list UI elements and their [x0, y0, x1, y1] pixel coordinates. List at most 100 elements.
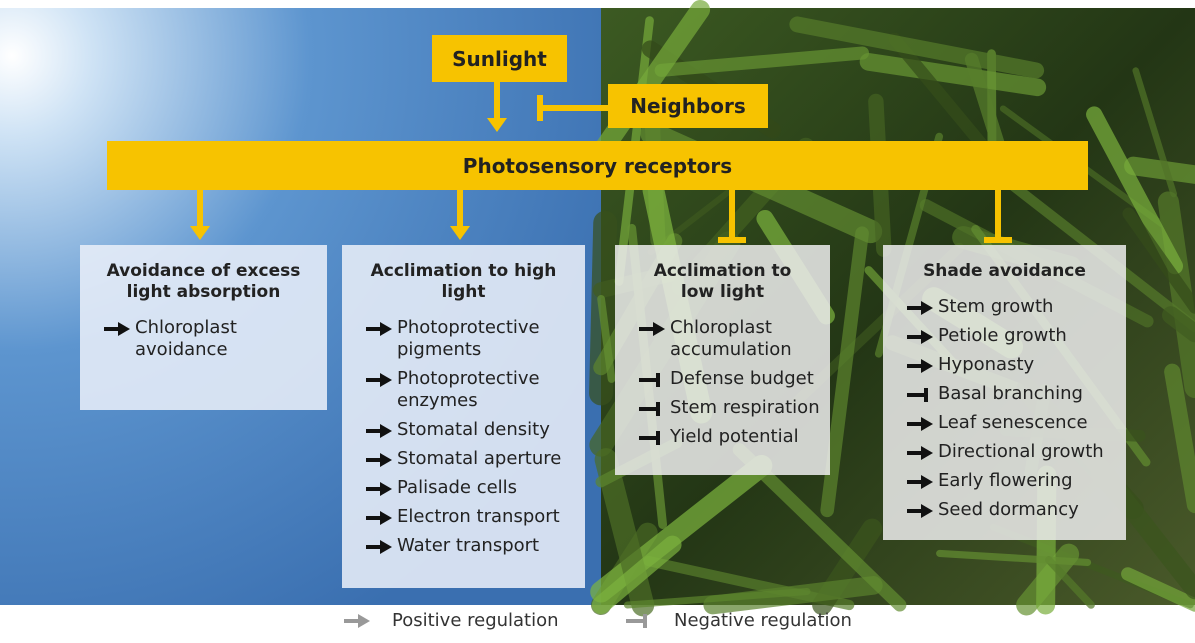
effect-item: Stomatal density	[364, 419, 575, 441]
regulation-icon	[626, 613, 647, 628]
arrow-head	[921, 504, 933, 518]
effect-item: Chloroplast accumulation	[637, 317, 820, 361]
leaf	[1086, 106, 1184, 275]
leaf	[591, 0, 711, 163]
arrow-head	[921, 446, 933, 460]
effect-item: Stem growth	[905, 296, 1116, 318]
arrow-head	[921, 301, 933, 315]
arrow-head	[921, 475, 933, 489]
leaf	[732, 443, 907, 612]
effect-item: Defense budget	[637, 368, 820, 390]
connectors	[190, 82, 1012, 243]
regulation-icon	[639, 402, 660, 416]
arrowhead	[450, 226, 470, 240]
regulation-icon	[366, 453, 392, 467]
effect-text: Defense budget	[670, 368, 814, 389]
category-box: Avoidance of excess light absorption Chlo…	[80, 245, 327, 410]
leaf	[1162, 306, 1195, 343]
arrow-head	[921, 330, 933, 344]
regulation-icon	[907, 446, 933, 460]
legend-entry: Negative regulation	[624, 610, 852, 631]
leaf	[1122, 207, 1195, 314]
effect-text: Photoprotective enzymes	[397, 368, 540, 411]
arrow-head	[358, 613, 370, 628]
box-title: Acclimation to high light	[370, 261, 557, 302]
effect-item: Water transport	[364, 535, 575, 557]
receptors: Photosensory receptors	[107, 141, 1088, 190]
effect-text: Basal branching	[938, 383, 1083, 404]
effect-text: Hyponasty	[938, 354, 1035, 375]
arrow-head	[380, 511, 392, 525]
leaf	[623, 588, 811, 609]
leaf	[820, 226, 869, 518]
category-box: Acclimation to low light Chloroplast accu…	[615, 245, 830, 475]
arrowhead	[487, 118, 507, 132]
leaf	[1132, 67, 1178, 198]
regulation-icon	[366, 373, 392, 387]
regulation-icon	[639, 373, 660, 387]
effect-item: Directional growth	[905, 441, 1116, 463]
regulation-icon	[366, 482, 392, 496]
effect-text: Petiole growth	[938, 325, 1067, 346]
arrow-head	[380, 540, 392, 554]
regulation-icon	[366, 540, 392, 554]
regulation-icon	[344, 613, 370, 628]
arrow-head	[921, 417, 933, 431]
regulation-icon	[366, 424, 392, 438]
effect-text: Stem growth	[938, 296, 1054, 317]
regulation-icon	[907, 475, 933, 489]
effect-text: Chloroplast avoidance	[135, 317, 237, 360]
effect-item: Basal branching	[905, 383, 1116, 405]
sunlight: Sunlight	[432, 35, 567, 82]
effect-text: Directional growth	[938, 441, 1104, 462]
arrowhead	[190, 226, 210, 240]
effect-text: Early flowering	[938, 470, 1073, 491]
leaf	[859, 53, 1047, 97]
effect-text: Stomatal aperture	[397, 448, 562, 469]
arrow-head	[380, 424, 392, 438]
regulation-icon	[366, 511, 392, 525]
effect-item: Stem respiration	[637, 397, 820, 419]
effect-item: Seed dormancy	[905, 499, 1116, 521]
regulation-icon	[907, 504, 933, 518]
effect-text: Yield potential	[670, 426, 799, 447]
effect-item: Electron transport	[364, 506, 575, 528]
neighbors: Neighbors	[608, 84, 768, 128]
effect-item: Petiole growth	[905, 325, 1116, 347]
leaf	[591, 535, 682, 615]
regulation-icon	[366, 322, 392, 336]
category-box: Shade avoidance Stem growth Petiole growth…	[883, 245, 1126, 540]
leaf	[654, 46, 870, 77]
regulation-icon	[639, 431, 660, 445]
effect-item: Photoprotective enzymes	[364, 368, 575, 412]
effect-item: Chloroplast avoidance	[102, 317, 317, 361]
effect-text: Chloroplast accumulation	[670, 317, 792, 360]
effect-item: Early flowering	[905, 470, 1116, 492]
effect-item: Leaf senescence	[905, 412, 1116, 434]
leaf	[936, 549, 1092, 566]
effect-text: Seed dormancy	[938, 499, 1079, 520]
leaf	[1121, 567, 1195, 612]
leaf	[1164, 363, 1195, 514]
arrow-head	[653, 322, 665, 336]
regulation-icon	[907, 301, 933, 315]
legend-entry: Positive regulation	[342, 610, 559, 631]
regulation-icon	[907, 417, 933, 431]
effect-text: Stem respiration	[670, 397, 820, 418]
arrow-head	[118, 322, 130, 336]
arrow-head	[380, 482, 392, 496]
effect-item: Hyponasty	[905, 354, 1116, 376]
arrow-head	[380, 373, 392, 387]
effect-text: Water transport	[397, 535, 540, 556]
leaf	[597, 294, 616, 383]
regulation-icon	[104, 322, 130, 336]
category-box: Acclimation to high light Photoprotective…	[342, 245, 585, 588]
arrow-head	[380, 322, 392, 336]
arrow-head	[921, 359, 933, 373]
effect-item: Yield potential	[637, 426, 820, 448]
effect-text: Stomatal density	[397, 419, 550, 440]
effect-text: Leaf senescence	[938, 412, 1088, 433]
box-title: Shade avoidance	[923, 261, 1086, 281]
box-title: Acclimation to low light	[653, 261, 792, 302]
regulation-icon	[639, 322, 665, 336]
